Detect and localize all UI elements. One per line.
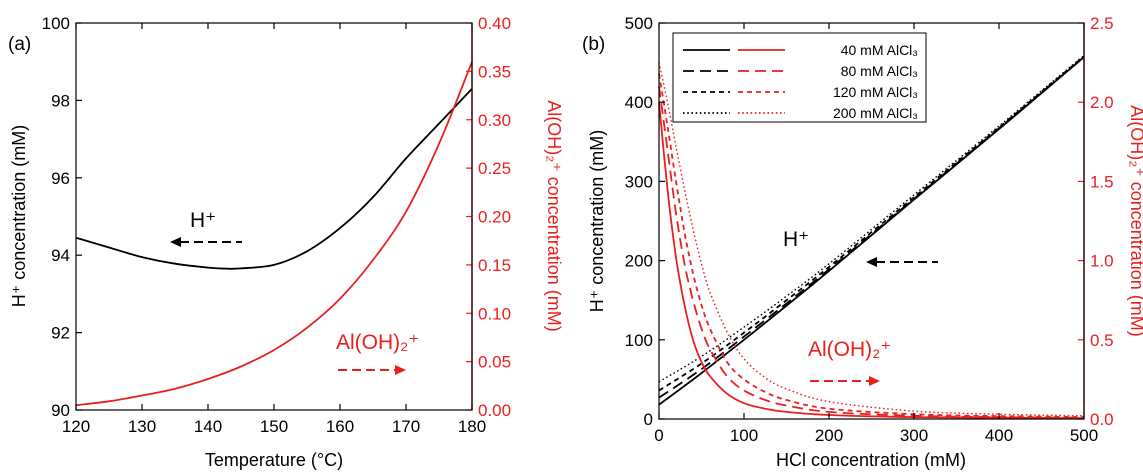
panel-b-series-line-right [658, 73, 1085, 418]
panel-b-series-line-right [658, 86, 1085, 419]
panel-b-al-arrow [810, 376, 880, 386]
panel-b-right-axis-title: Al(OH)₂⁺ concentration (mM) [1127, 105, 1143, 337]
panel-b-legend: 40 mM AlCl₃ 80 mM AlCl₃ 120 mM AlCl₃ 200 mM… [672, 32, 927, 123]
panel-b-x-axis-title: HCl concentration (mM) [776, 450, 966, 470]
panel-a-x-tick-label: 120 [62, 417, 90, 436]
legend-box [672, 32, 927, 123]
panel-a-right-tick-label: 0.15 [478, 256, 511, 275]
panel-b-left-tick-label: 500 [625, 14, 653, 33]
panel-b-right-tick-label: 1.0 [1090, 252, 1114, 271]
panel-a-x-tick-label: 160 [326, 417, 354, 436]
legend-label: 200 mM AlCl₃ [833, 105, 918, 121]
panel-b-right-tick-label: 0.0 [1090, 410, 1114, 429]
panel-b-h-arrow [866, 257, 938, 267]
panel-a-plot-frame [75, 22, 473, 411]
panel-a-ticks: 120 130 140 150 160 170 180 90 92 94 96 98 100 0.00 0.… [42, 14, 511, 436]
panel-a-lines [75, 61, 473, 407]
panel-b-al-annotation: Al(OH)₂⁺ [808, 338, 891, 361]
panel-a-x-tick-label: 170 [392, 417, 420, 436]
legend-label: 120 mM AlCl₃ [833, 84, 918, 100]
panel-b-x-tick-label: 300 [900, 426, 928, 445]
panel-a-al-arrow [338, 365, 406, 375]
panel-a-right-tick-label: 0.05 [478, 353, 511, 372]
panel-a-left-axis-title: H⁺ concentration (mM) [9, 125, 29, 308]
panel-a-series-line-right [75, 61, 473, 407]
panel-b-series-line-left [658, 54, 1085, 383]
panel-b-label: (b) [582, 34, 605, 55]
panel-b: (b) 0 100 200 300 400 50001002003004005000.00… [582, 14, 1143, 470]
panel-a-left-tick-label: 90 [51, 401, 70, 420]
panel-a-h-arrow [170, 237, 242, 247]
panel-a: (a) 120 130 140 150 160 170 180 90 92 94 96 98 100 0.… [8, 14, 564, 470]
panel-a-x-tick-label: 130 [128, 417, 156, 436]
panel-a-series-line-left [75, 88, 473, 270]
panel-b-x-tick-label: 100 [730, 426, 758, 445]
panel-a-right-tick-label: 0.25 [478, 159, 511, 178]
panel-b-x-tick-label: 200 [815, 426, 843, 445]
panel-a-al-annotation: Al(OH)₂⁺ [336, 331, 419, 354]
legend-label: 80 mM AlCl₃ [841, 63, 918, 79]
panel-a-left-tick-label: 96 [51, 169, 70, 188]
panel-a-left-tick-label: 98 [51, 91, 70, 110]
panel-a-x-axis-title: Temperature (°C) [205, 450, 343, 470]
panel-b-left-tick-label: 100 [625, 331, 653, 350]
panel-a-right-tick-label: 0.10 [478, 304, 511, 323]
panel-b-left-tick-label: 0 [644, 410, 653, 429]
panel-b-x-tick-label: 400 [985, 426, 1013, 445]
panel-b-left-tick-label: 300 [625, 172, 653, 191]
panel-b-x-tick-label: 0 [654, 426, 663, 445]
panel-b-left-axis-title: H⁺ concentration (mM) [587, 130, 607, 313]
panel-a-right-tick-label: 0.35 [478, 62, 511, 81]
panel-b-series-line-left [658, 56, 1085, 399]
panel-b-x-tick-label: 500 [1070, 426, 1098, 445]
panel-b-h-annotation: H⁺ [783, 228, 809, 251]
panel-b-right-tick-label: 2.5 [1090, 14, 1114, 33]
panel-a-left-tick-label: 94 [51, 246, 70, 265]
legend-label: 40 mM AlCl₃ [841, 42, 918, 58]
panel-a-label: (a) [8, 34, 31, 55]
panel-a-h-annotation: H⁺ [190, 209, 216, 232]
panel-b-plot-frame [658, 22, 1085, 420]
panel-a-right-tick-label: 0.20 [478, 208, 511, 227]
panel-b-right-tick-label: 0.5 [1090, 331, 1114, 350]
panel-a-x-tick-label: 180 [458, 417, 486, 436]
panel-b-left-tick-label: 400 [625, 93, 653, 112]
panel-a-left-tick-label: 92 [51, 324, 70, 343]
panel-a-x-tick-label: 140 [194, 417, 222, 436]
panel-a-right-tick-label: 0.40 [478, 14, 511, 33]
panel-a-right-tick-label: 0.30 [478, 111, 511, 130]
panel-a-left-tick-label: 100 [42, 14, 70, 33]
panel-a-right-axis-title: Al(OH)₂⁺ concentration (mM) [544, 100, 564, 332]
panel-b-right-tick-label: 1.5 [1090, 172, 1114, 191]
panel-a-x-tick-label: 150 [260, 417, 288, 436]
panel-a-right-tick-label: 0.00 [478, 401, 511, 420]
panel-b-left-tick-label: 200 [625, 252, 653, 271]
panel-b-right-tick-label: 2.0 [1090, 93, 1114, 112]
